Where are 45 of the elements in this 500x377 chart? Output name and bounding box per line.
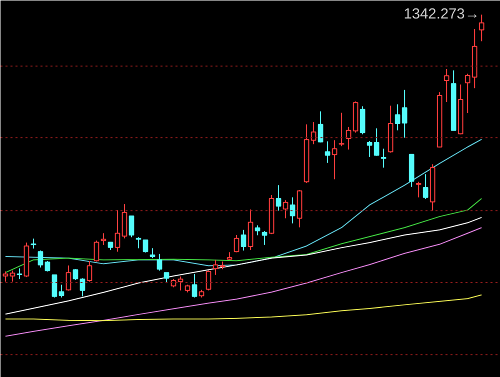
candlestick xyxy=(80,278,86,297)
candlestick xyxy=(262,230,268,246)
candlestick xyxy=(338,112,344,147)
candlestick xyxy=(318,110,324,143)
candlestick xyxy=(192,273,198,298)
candlestick xyxy=(38,250,44,268)
candlestick xyxy=(444,68,450,103)
candlestick xyxy=(72,268,78,280)
candlestick xyxy=(422,174,428,200)
candlestick xyxy=(100,232,106,246)
annotation: 1342.273→ xyxy=(404,6,480,23)
candlestick xyxy=(276,184,282,212)
candlestick xyxy=(164,272,170,284)
candlestick xyxy=(30,238,36,250)
candlestick xyxy=(128,216,134,238)
candlestick xyxy=(122,204,128,239)
candlestick xyxy=(478,14,484,42)
candlestick xyxy=(114,210,120,252)
candlestick xyxy=(16,268,22,280)
candlestick xyxy=(206,270,212,291)
candlestick xyxy=(44,260,50,272)
candlestick xyxy=(66,265,72,292)
candlestick xyxy=(94,240,100,262)
candlestick xyxy=(290,196,296,224)
candlestick xyxy=(10,270,16,282)
candlestick xyxy=(86,260,92,282)
candlestick xyxy=(254,224,260,236)
candlestick xyxy=(156,253,162,272)
candlestick xyxy=(240,229,246,252)
candlestick xyxy=(360,106,366,135)
candlestick xyxy=(52,274,58,298)
candlestick xyxy=(178,276,184,291)
candlestick xyxy=(394,104,400,131)
candlestick xyxy=(282,200,288,219)
candlestick xyxy=(366,140,372,158)
candlestick xyxy=(142,240,148,253)
candlestick xyxy=(234,234,240,253)
candlestick xyxy=(212,259,218,276)
candlestick xyxy=(150,248,156,259)
candlestick xyxy=(416,181,422,198)
candlestick xyxy=(332,140,338,180)
candlestick xyxy=(58,284,64,298)
candlestick xyxy=(402,89,408,138)
candlestick xyxy=(374,128,380,156)
candlestick xyxy=(380,148,386,168)
